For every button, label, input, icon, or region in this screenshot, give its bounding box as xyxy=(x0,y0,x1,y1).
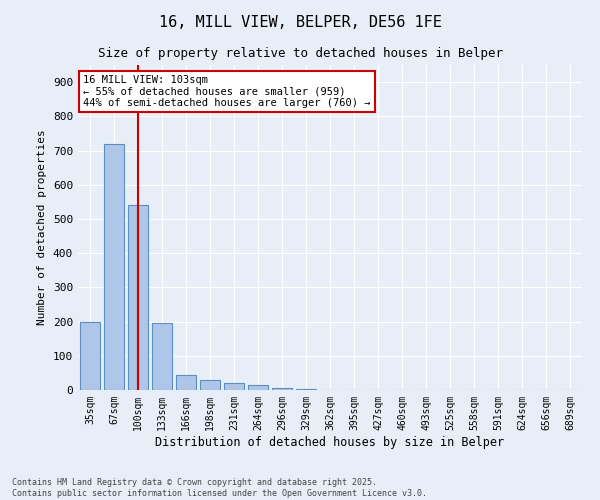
Text: 16, MILL VIEW, BELPER, DE56 1FE: 16, MILL VIEW, BELPER, DE56 1FE xyxy=(158,15,442,30)
Bar xyxy=(272,388,292,390)
Y-axis label: Number of detached properties: Number of detached properties xyxy=(37,130,47,326)
Bar xyxy=(104,144,124,390)
Bar xyxy=(176,374,196,390)
Text: Size of property relative to detached houses in Belper: Size of property relative to detached ho… xyxy=(97,48,503,60)
Bar xyxy=(80,322,100,390)
Text: 16 MILL VIEW: 103sqm
← 55% of detached houses are smaller (959)
44% of semi-deta: 16 MILL VIEW: 103sqm ← 55% of detached h… xyxy=(83,74,371,108)
Bar xyxy=(296,389,316,390)
Bar xyxy=(248,385,268,390)
Bar xyxy=(152,324,172,390)
Text: Contains HM Land Registry data © Crown copyright and database right 2025.
Contai: Contains HM Land Registry data © Crown c… xyxy=(12,478,427,498)
Bar xyxy=(200,380,220,390)
X-axis label: Distribution of detached houses by size in Belper: Distribution of detached houses by size … xyxy=(155,436,505,448)
Bar xyxy=(128,206,148,390)
Bar xyxy=(224,383,244,390)
